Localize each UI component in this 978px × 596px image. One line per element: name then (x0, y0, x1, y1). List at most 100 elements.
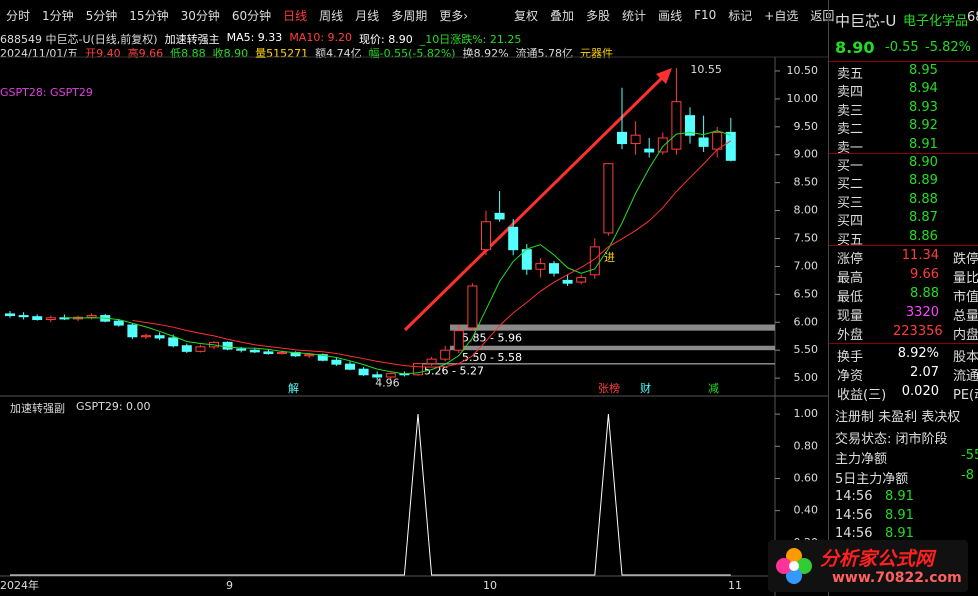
change-10d: _10日涨跌%: 21.25 (419, 33, 522, 46)
candle-body (698, 137, 709, 147)
stat-label: 跌停 (953, 252, 978, 267)
level-label: 5.50 - 5.58 (462, 351, 522, 364)
y-tick-label: 7.00 (794, 259, 819, 272)
y-tick-label: 9.00 (794, 148, 819, 161)
toolbar-item[interactable]: 15分钟 (129, 8, 169, 23)
toolbar-item[interactable]: 叠加 (550, 8, 575, 23)
book-label: 买二 (837, 177, 864, 193)
stat-label: PE(动 (953, 388, 978, 403)
event-label: 张榜 (598, 381, 620, 395)
candle-body (440, 349, 451, 360)
toolbar-item[interactable]: 60分钟 (231, 8, 272, 23)
stat-value: 8.88 (910, 286, 939, 301)
toolbar-item[interactable]: 更多› (439, 8, 469, 23)
toolbar-item[interactable]: 5分钟 (85, 8, 118, 23)
header-line: 688549 中巨芯-U(日线,前复权) 加速转强主 MA5: 9.33 MA1… (0, 31, 521, 47)
toolbar-item[interactable]: 标记 (728, 8, 753, 23)
toolbar-item[interactable]: 月线 (355, 8, 380, 23)
watermark: 分析家公式网 www.70822.com (768, 540, 968, 592)
toolbar-item[interactable]: 分时 (6, 8, 31, 23)
candle-body (657, 137, 668, 153)
toolbar-item[interactable]: 多周期 (391, 8, 428, 23)
candle-body (222, 341, 233, 350)
candle-body (277, 351, 287, 355)
book-price: 8.88 (909, 191, 938, 207)
toolbar-item[interactable]: 复权 (514, 8, 539, 23)
indicator-name[interactable]: 加速转强主 (164, 33, 220, 46)
candle-body (712, 131, 723, 150)
stock-code: 68 (967, 10, 978, 25)
candle-body (644, 148, 655, 153)
divider (829, 61, 978, 62)
y-tick-label: 6.00 (794, 315, 819, 328)
high-label: 10.55 (690, 63, 722, 76)
stat-value: 8.92% (897, 346, 939, 361)
stat-label: 市值 (953, 290, 978, 305)
candle-body (385, 373, 396, 378)
book-price: 8.89 (909, 173, 938, 189)
candle-body (535, 263, 546, 270)
book-label: 买五 (837, 232, 864, 248)
book-label: 买一 (837, 159, 864, 174)
x-label: 2024年 (0, 578, 39, 592)
candle-body (413, 363, 423, 376)
candle-body (426, 358, 437, 365)
tick-time: 14:56 (835, 489, 873, 504)
candle-body (249, 349, 260, 353)
candle-body (725, 131, 736, 161)
level-band (422, 363, 775, 365)
toolbar-item[interactable]: 1分钟 (42, 8, 74, 23)
stat-value: 9.66 (910, 267, 939, 282)
y-tick-label: 5.50 (794, 343, 819, 356)
toolbar-item[interactable]: 统计 (622, 8, 647, 23)
divider (829, 343, 978, 344)
toolbar-item[interactable]: 日线 (283, 8, 308, 23)
candle-body (5, 313, 15, 317)
stat-label: 总量 (953, 309, 978, 324)
y-tick-label: 7.50 (794, 232, 819, 245)
candle-body (317, 354, 328, 361)
trend-arrow (403, 70, 670, 332)
flow-label: 5日主力净额 (835, 472, 909, 487)
candle-body (154, 335, 165, 339)
level-label: 5.85 - 5.96 (462, 332, 522, 345)
book-price: 8.95 (909, 63, 938, 78)
candle-body (181, 345, 192, 352)
toolbar-right: 复权 叠加 多股 统计 画线 F10 标记 +自选 返回 (508, 0, 840, 30)
arrow-head (656, 68, 672, 84)
stat-label: 换手 (837, 350, 864, 365)
toolbar-item[interactable]: 30分钟 (180, 8, 220, 23)
toolbar-item[interactable]: +自选 (764, 8, 799, 23)
stat-label: 净资 (837, 369, 864, 384)
toolbar-item[interactable]: 多股 (586, 8, 611, 23)
candle-body (331, 359, 342, 365)
ma10: MA10: 9.20 (289, 31, 353, 44)
candle-body (195, 346, 206, 352)
book-label: 买四 (837, 214, 864, 230)
stat-value: 2.07 (910, 365, 939, 380)
candle-body (168, 337, 179, 347)
book-label: 买三 (837, 195, 864, 211)
y-tick-label: 8.00 (794, 204, 819, 217)
candle-body (372, 374, 383, 378)
y-tick-label: 5.00 (794, 371, 819, 384)
toolbar-item[interactable]: 周线 (319, 8, 344, 23)
stat-label: 收益(三) (837, 388, 887, 403)
toolbar-item[interactable]: 画线 (658, 8, 683, 23)
stat-value: 11.34 (901, 248, 939, 263)
x-label: 11 (728, 579, 742, 592)
candle-body (86, 315, 97, 318)
book-label: 卖一 (837, 140, 864, 156)
toolbar-item[interactable]: F10 (694, 8, 717, 22)
book-price: 8.86 (909, 228, 938, 244)
candle-body (141, 335, 151, 338)
candle-body (345, 363, 355, 370)
y-tick-label: 0.60 (794, 471, 819, 484)
book-label: 卖二 (837, 122, 864, 138)
y-tick-label: 10.00 (787, 92, 819, 105)
level-label: 5.26 - 5.27 (424, 365, 484, 378)
last-price: 8.90 (835, 38, 875, 57)
candle-body (589, 246, 600, 276)
y-tick-label: 10.50 (787, 64, 819, 77)
